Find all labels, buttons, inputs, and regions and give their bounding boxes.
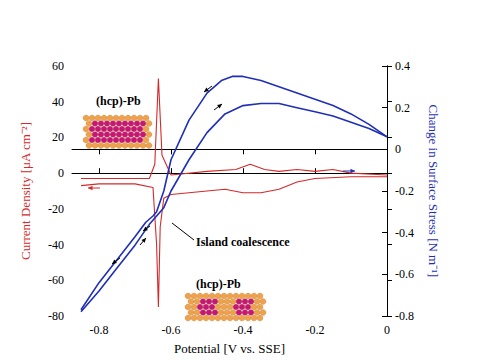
svg-text:-0.2: -0.2: [395, 184, 414, 198]
svg-text:(hcp)-Pb: (hcp)-Pb: [96, 94, 141, 108]
svg-text:0: 0: [395, 142, 401, 156]
svg-text:-0.2: -0.2: [306, 323, 325, 337]
svg-text:0: 0: [384, 323, 390, 337]
svg-text:(hcp)-Pb: (hcp)-Pb: [196, 277, 241, 291]
svg-text:0.2: 0.2: [395, 101, 410, 115]
svg-text:-0.6: -0.6: [395, 267, 414, 281]
svg-text:Change in Surface Stress [N m⁻: Change in Surface Stress [N m⁻¹]: [426, 105, 441, 278]
svg-text:0.4: 0.4: [395, 59, 410, 73]
svg-text:-80: -80: [48, 309, 64, 323]
svg-text:-0.4: -0.4: [395, 226, 414, 240]
svg-text:60: 60: [52, 59, 64, 73]
svg-text:Island coalescence: Island coalescence: [196, 235, 290, 249]
svg-text:-0.8: -0.8: [90, 323, 109, 337]
svg-text:Potential [V vs. SSE]: Potential [V vs. SSE]: [174, 341, 285, 356]
svg-text:-60: -60: [48, 273, 64, 287]
svg-text:40: 40: [52, 95, 64, 109]
svg-text:-0.6: -0.6: [162, 323, 181, 337]
svg-text:20: 20: [52, 130, 64, 144]
svg-text:Current Density [μA cm⁻²]: Current Density [μA cm⁻²]: [18, 122, 33, 260]
svg-text:-40: -40: [48, 238, 64, 252]
svg-text:-0.4: -0.4: [234, 323, 253, 337]
svg-text:-20: -20: [48, 202, 64, 216]
svg-text:-0.8: -0.8: [395, 309, 414, 323]
svg-text:0: 0: [58, 166, 64, 180]
